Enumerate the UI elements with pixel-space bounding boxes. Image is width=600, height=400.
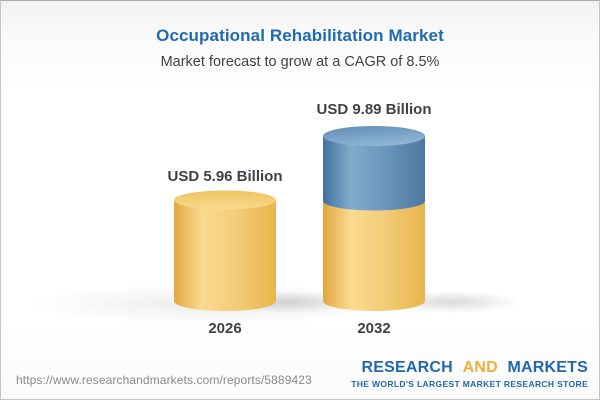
report-url: https://www.researchandmarkets.com/repor… (16, 373, 312, 387)
value-label-2026: USD 5.96 Billion (167, 168, 282, 185)
logo-word-research: RESEARCH (361, 359, 453, 376)
brand-tagline: THE WORLD'S LARGEST MARKET RESEARCH STOR… (351, 379, 588, 389)
logo-word-and: AND (462, 359, 498, 376)
bar-2032-base-body (323, 201, 425, 311)
bar-2026-body (174, 200, 276, 311)
category-label-2026: 2026 (208, 320, 241, 337)
bar-2032-growth-body (323, 136, 425, 211)
value-label-2032: USD 9.89 Billion (316, 101, 431, 118)
bar-2026-top (174, 190, 276, 210)
brand-logo-wordmark: RESEARCH AND MARKETS (351, 359, 588, 377)
bar-2026 (174, 190, 276, 311)
bar-2032-growth-top (323, 126, 425, 146)
chart-subtitle: Market forecast to grow at a CAGR of 8.5… (160, 54, 440, 70)
category-label-2032: 2032 (357, 320, 390, 337)
logo-word-markets: MARKETS (507, 359, 588, 376)
chart-header: Occupational Rehabilitation Market Marke… (1, 24, 599, 72)
brand-logo: RESEARCH AND MARKETS THE WORLD'S LARGEST… (351, 359, 588, 389)
chart-title: Occupational Rehabilitation Market (156, 26, 444, 45)
bar-2032 (323, 126, 425, 311)
